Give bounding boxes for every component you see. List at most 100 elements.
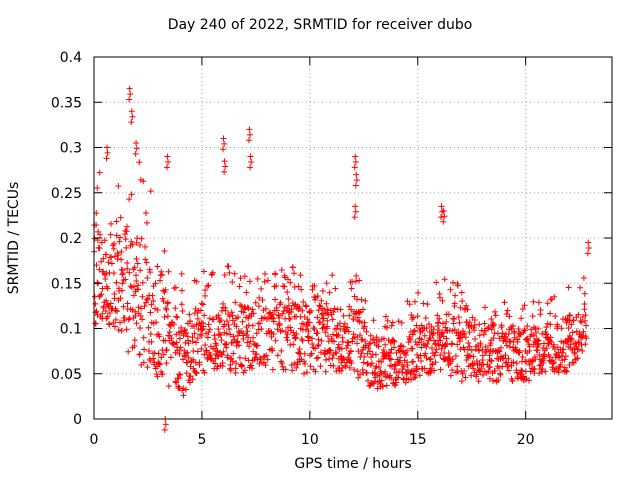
x-axis-label: GPS time / hours [294, 456, 412, 472]
data-point [441, 276, 448, 283]
grid-layer [94, 57, 612, 419]
data-point [101, 237, 108, 244]
data-point [459, 328, 466, 335]
data-point [132, 312, 139, 319]
data-point [569, 329, 576, 336]
data-point [449, 367, 456, 374]
data-point [372, 351, 379, 358]
data-point [201, 292, 208, 299]
data-point [348, 285, 355, 292]
data-point [223, 330, 230, 337]
data-point [521, 302, 528, 309]
y-tick-label: 0.25 [51, 186, 82, 202]
data-point [110, 270, 117, 277]
data-point [356, 371, 363, 378]
data-point [530, 298, 537, 305]
data-point [176, 371, 183, 378]
data-point [198, 332, 205, 339]
data-point [535, 325, 542, 332]
data-point [119, 280, 126, 287]
data-point [236, 283, 243, 290]
data-point [311, 326, 318, 333]
data-point [326, 350, 333, 357]
data-point [141, 303, 148, 310]
data-point [491, 308, 498, 315]
data-point [459, 298, 466, 305]
data-point [437, 294, 444, 301]
data-point [142, 210, 149, 217]
data-point [261, 270, 268, 277]
data-point [350, 316, 357, 323]
data-point [293, 330, 300, 337]
data-point [299, 337, 306, 344]
data-point [452, 292, 459, 299]
data-point [263, 352, 270, 359]
data-point [288, 306, 295, 313]
data-point [142, 243, 149, 250]
data-point [289, 300, 296, 307]
data-point [165, 299, 172, 306]
data-point [324, 323, 331, 330]
data-point [478, 365, 485, 372]
data-point [234, 314, 241, 321]
data-point [486, 352, 493, 359]
data-point [205, 282, 212, 289]
data-point [197, 307, 204, 314]
data-point [123, 244, 130, 251]
data-point [174, 314, 181, 321]
data-point [325, 333, 332, 340]
data-point [558, 325, 565, 332]
data-point [149, 292, 156, 299]
data-point [241, 367, 248, 374]
data-point [577, 284, 584, 291]
data-point [256, 360, 263, 367]
data-point [190, 365, 197, 372]
data-point [485, 368, 492, 375]
data-point [578, 341, 585, 348]
data-point [110, 245, 117, 252]
data-point [222, 163, 229, 170]
data-point [547, 334, 554, 341]
data-point [241, 273, 248, 280]
data-point [293, 364, 300, 371]
data-point [382, 313, 389, 320]
data-point [213, 342, 220, 349]
data-point [333, 325, 340, 332]
data-point [185, 337, 192, 344]
data-point [131, 283, 138, 290]
data-point [159, 370, 166, 377]
data-point [219, 363, 226, 370]
data-point [119, 270, 126, 277]
data-point [383, 382, 390, 389]
data-point [182, 350, 189, 357]
data-point [465, 340, 472, 346]
data-point [159, 271, 166, 278]
data-point [543, 324, 550, 331]
data-point [280, 308, 287, 315]
data-point [296, 346, 303, 353]
data-point [363, 369, 370, 376]
data-point [276, 320, 283, 327]
data-point [229, 279, 236, 286]
data-point [173, 313, 180, 320]
data-point [314, 293, 321, 300]
data-point [395, 374, 402, 381]
data-point [424, 301, 431, 308]
data-point [504, 307, 511, 314]
data-point [253, 351, 260, 358]
data-point [160, 351, 167, 358]
data-point [133, 272, 140, 279]
data-point [274, 352, 281, 359]
data-point [388, 375, 395, 382]
data-point [136, 351, 143, 358]
data-point [367, 340, 374, 347]
data-point [285, 295, 292, 302]
data-point [279, 327, 286, 334]
data-point [143, 299, 150, 306]
data-point [147, 188, 154, 195]
data-point [418, 357, 425, 364]
data-point [332, 285, 339, 292]
data-point [347, 348, 354, 355]
data-point [583, 322, 590, 329]
data-point [380, 335, 387, 342]
